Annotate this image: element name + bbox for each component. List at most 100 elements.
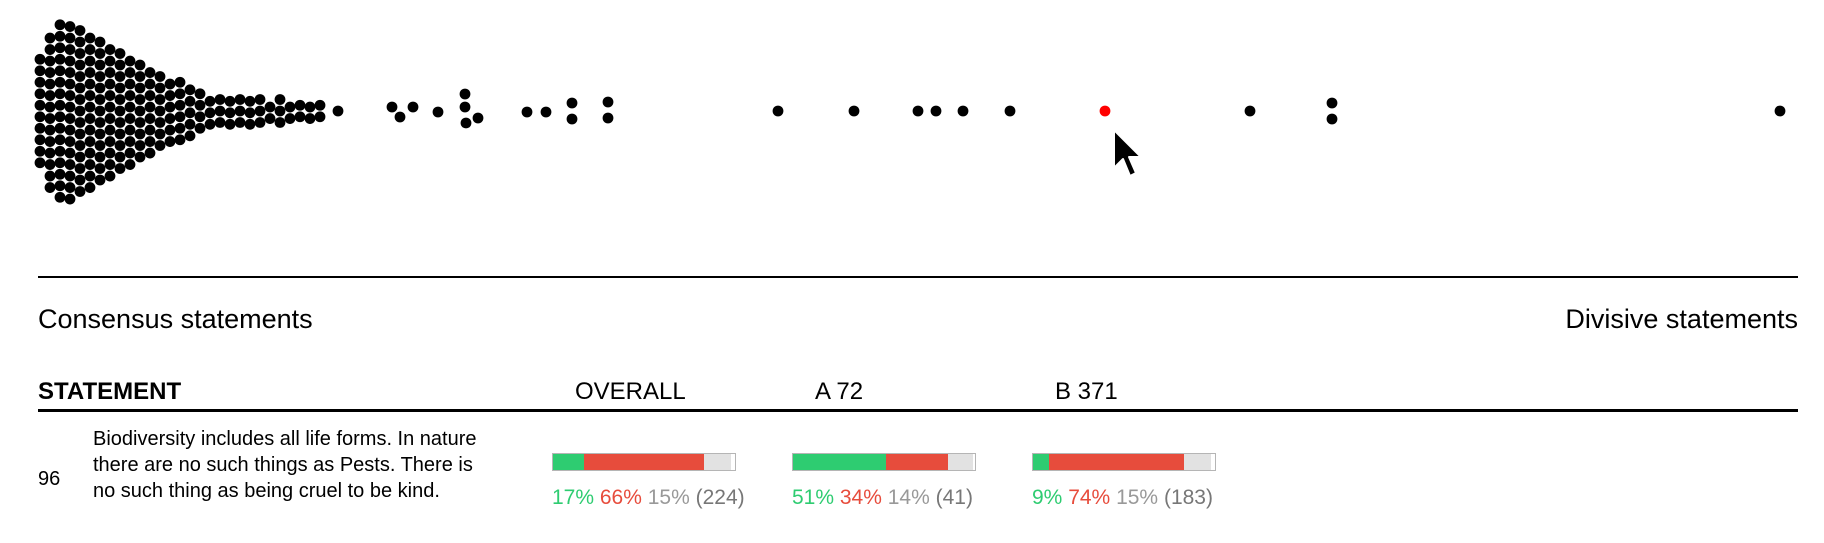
- statement-dot[interactable]: [74, 128, 86, 140]
- statement-dot[interactable]: [54, 65, 66, 77]
- statement-dot[interactable]: [134, 59, 146, 71]
- statement-dot[interactable]: [214, 117, 226, 128]
- statement-dot[interactable]: [124, 101, 136, 113]
- statement-dot[interactable]: [74, 71, 86, 82]
- statement-dot[interactable]: [114, 48, 126, 59]
- statement-dot[interactable]: [94, 140, 106, 151]
- statement-dot[interactable]: [44, 78, 56, 90]
- statement-dot[interactable]: [314, 111, 326, 123]
- statement-dot[interactable]: [34, 76, 46, 88]
- statement-dot[interactable]: [64, 44, 76, 55]
- statement-dot[interactable]: [432, 106, 444, 118]
- statement-dot[interactable]: [94, 48, 106, 59]
- statement-dot[interactable]: [174, 88, 186, 100]
- statement-dot[interactable]: [174, 99, 186, 111]
- statement-dot[interactable]: [64, 78, 76, 90]
- statement-dot[interactable]: [124, 147, 136, 159]
- statement-dot[interactable]: [164, 78, 176, 90]
- statement-dot[interactable]: [244, 95, 256, 107]
- statement-dot[interactable]: [54, 88, 66, 100]
- statement-dot[interactable]: [114, 71, 126, 82]
- statement-dot[interactable]: [104, 90, 116, 101]
- statement-dot[interactable]: [74, 105, 86, 117]
- statement-dot[interactable]: [64, 170, 76, 182]
- statement-dot[interactable]: [174, 134, 186, 146]
- statement-dot[interactable]: [84, 124, 96, 136]
- statement-dot[interactable]: [114, 163, 126, 174]
- statement-dot[interactable]: [124, 159, 136, 170]
- statement-dot[interactable]: [154, 117, 166, 128]
- statement-dot[interactable]: [114, 128, 126, 140]
- statement-dot[interactable]: [84, 32, 96, 44]
- statement-dot[interactable]: [34, 145, 46, 157]
- statement-dot[interactable]: [194, 122, 206, 134]
- statement-dot[interactable]: [44, 55, 56, 67]
- statement-dot[interactable]: [64, 182, 76, 193]
- statement-dot[interactable]: [134, 94, 146, 105]
- statement-dot[interactable]: [84, 101, 96, 113]
- statement-dot[interactable]: [184, 130, 196, 142]
- statement-dot[interactable]: [164, 113, 176, 124]
- statement-dot[interactable]: [1244, 105, 1256, 117]
- statement-dot[interactable]: [34, 88, 46, 100]
- statement-dot[interactable]: [64, 21, 76, 32]
- statement-dot[interactable]: [386, 101, 398, 113]
- statement-dot[interactable]: [114, 94, 126, 105]
- statement-dot[interactable]: [224, 95, 236, 107]
- statement-dot[interactable]: [254, 117, 266, 128]
- statement-dot[interactable]: [154, 105, 166, 117]
- statement-dot[interactable]: [44, 147, 56, 159]
- statement-dot[interactable]: [957, 105, 969, 117]
- statement-dot[interactable]: [174, 122, 186, 134]
- statement-dot[interactable]: [104, 170, 116, 182]
- statement-dot[interactable]: [134, 128, 146, 140]
- statement-dot[interactable]: [459, 88, 471, 100]
- statement-dot[interactable]: [154, 140, 166, 151]
- statement-dot[interactable]: [94, 151, 106, 163]
- statement-dot[interactable]: [566, 97, 578, 109]
- statement-dot[interactable]: [472, 112, 484, 124]
- statement-dot[interactable]: [848, 105, 860, 117]
- statement-dot[interactable]: [144, 101, 156, 113]
- statement-dot[interactable]: [64, 147, 76, 159]
- statement-dot[interactable]: [124, 113, 136, 124]
- statement-dot[interactable]: [244, 107, 256, 119]
- statement-dot[interactable]: [304, 113, 316, 124]
- statement-dot[interactable]: [74, 94, 86, 105]
- statement-dot[interactable]: [74, 174, 86, 186]
- statement-dot[interactable]: [912, 105, 924, 117]
- statement-dot[interactable]: [64, 67, 76, 78]
- statement-dot[interactable]: [114, 140, 126, 151]
- statement-dot[interactable]: [264, 113, 276, 124]
- statement-dot[interactable]: [94, 59, 106, 71]
- statement-dot[interactable]: [284, 113, 296, 124]
- statement-dot[interactable]: [459, 101, 471, 113]
- statement-dot[interactable]: [54, 134, 66, 146]
- statement-dot[interactable]: [94, 128, 106, 140]
- statement-dot[interactable]: [194, 111, 206, 123]
- statement-dot[interactable]: [394, 111, 406, 123]
- statement-dot[interactable]: [44, 182, 56, 193]
- statement-dot[interactable]: [44, 67, 56, 78]
- statement-dot[interactable]: [64, 124, 76, 136]
- statement-dot[interactable]: [114, 105, 126, 117]
- statement-dot[interactable]: [124, 136, 136, 147]
- statement-dot[interactable]: [460, 117, 472, 129]
- statement-dot[interactable]: [54, 191, 66, 203]
- statement-dot[interactable]: [566, 113, 578, 125]
- statement-dot[interactable]: [64, 101, 76, 113]
- statement-dot[interactable]: [1326, 113, 1338, 125]
- statement-dot[interactable]: [144, 136, 156, 147]
- statement-dot[interactable]: [34, 99, 46, 111]
- statement-dot[interactable]: [64, 159, 76, 170]
- statement-dot[interactable]: [104, 67, 116, 78]
- statement-dot[interactable]: [124, 90, 136, 101]
- statement-dot[interactable]: [74, 36, 86, 48]
- statement-dot[interactable]: [34, 65, 46, 77]
- statement-dot[interactable]: [114, 151, 126, 163]
- statement-dot[interactable]: [1326, 97, 1338, 109]
- statement-dot[interactable]: [134, 82, 146, 94]
- statement-dot[interactable]: [184, 118, 196, 130]
- statement-dot[interactable]: [124, 67, 136, 78]
- statement-dot[interactable]: [94, 82, 106, 94]
